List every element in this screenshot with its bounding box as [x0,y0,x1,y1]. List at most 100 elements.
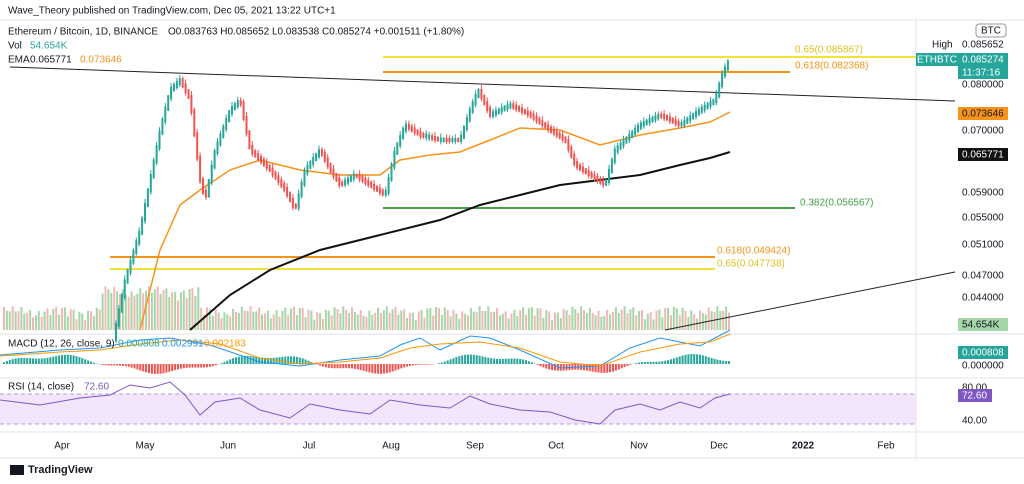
volume-bar [333,307,336,330]
macd-hist-bar [287,356,290,364]
macd-hist-bar [565,364,568,371]
volume-bar [232,308,235,330]
volume-bar [365,316,368,330]
macd-hist-bar [333,364,336,369]
ema-black [189,151,731,331]
currency-box[interactable] [975,23,1007,38]
macd-hist-bar [124,364,127,367]
price-tick: 0.044000 [962,293,1004,304]
candle [439,137,442,142]
volume-bar [266,310,269,330]
macd-hist-bar [701,355,704,364]
volume-bar [336,309,339,330]
volume-bar [719,310,722,330]
macd-hist-bar [629,364,632,365]
volume-bar [304,317,307,330]
candle [628,133,631,141]
macd-hist-bar [266,357,269,364]
volume-bar [597,310,600,330]
macd-hist-bar [295,356,298,364]
candle [239,100,242,106]
macd-hist-bar [649,361,652,364]
macd-hist-bar [696,354,699,364]
candle [141,217,144,235]
candle [216,141,219,154]
volume-bar [29,309,32,330]
volume-bar [179,292,182,330]
candle [445,138,448,142]
macd-hist-bar [469,354,472,364]
macd-hist-bar [63,354,66,364]
volume-bar [635,315,638,330]
candle [129,259,132,274]
macd-hist-bar [121,364,124,366]
candle [689,115,692,122]
macd-hist-bar [130,364,133,368]
candle [387,176,390,194]
macd-hist-bar [330,364,333,369]
macd-hist-bar [559,364,562,371]
candle [361,176,364,182]
volume-bar [330,315,333,330]
macd-hist-bar [498,358,501,364]
candle [126,269,129,284]
volume-bar [316,312,319,330]
candle [402,127,405,139]
candle [378,187,381,194]
candle [170,86,173,100]
macd-hist-bar [58,355,61,364]
volume-bar [594,315,597,330]
macd-hist-bar [3,362,5,364]
candle [608,169,610,184]
macd-hist-bar [374,364,377,374]
macd-hist-bar [307,360,310,364]
macd-hist-bar [516,358,519,364]
candle [463,126,465,139]
trend-line [9,66,956,102]
volume-bar [516,315,519,330]
macd-hist-bar [153,364,156,374]
macd-hist-bar [713,358,716,364]
macd-hist-bar [136,364,139,370]
volume-bar [504,311,507,330]
macd-hist-bar [600,364,603,373]
volume-bar [194,295,197,330]
candle [167,95,170,111]
macd-hist-bar [127,364,130,367]
volume-bar [191,288,194,330]
macd-hist-bar [687,354,690,364]
macd-hist-bar [519,358,522,364]
candle [724,66,726,77]
candle [251,145,254,155]
ema-black: 0.065771 [30,55,72,66]
candle [613,148,616,163]
macd-hist-bar [90,361,92,364]
candle [486,101,489,112]
candle [123,279,126,298]
volume-bar [217,312,220,330]
volume-bar [548,311,551,330]
volume-bar [310,310,313,330]
volume-bar [612,312,614,330]
macd-hist-bar [440,362,443,364]
candle [550,126,552,133]
currency[interactable]: BTC [981,26,1001,37]
candle [492,111,494,117]
candle [144,203,146,222]
volume-bar [345,309,348,330]
macd-hist-bar [75,356,78,364]
candle [718,83,721,98]
macd-hist-bar [710,358,713,364]
volume-bar [235,311,237,330]
volume-bar [356,314,359,330]
macd-hist-bar [545,364,548,369]
candle [233,103,236,110]
macd-hist-bar [420,364,423,365]
volume-bar [620,309,623,330]
volume-bar [600,316,603,330]
candle [515,104,518,111]
volume-bar [284,307,287,330]
candle [442,138,445,142]
ema-badge-text: 0.065771 [962,150,1004,161]
volume-bar [484,311,487,330]
